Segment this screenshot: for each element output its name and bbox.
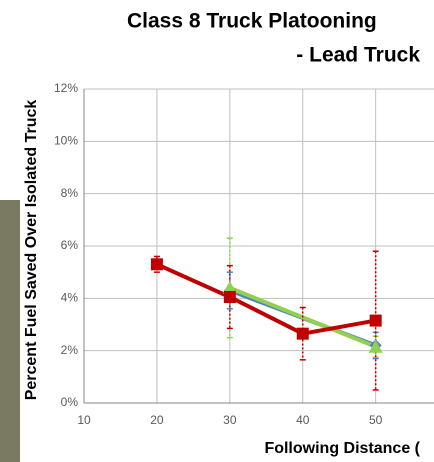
- y-tick-label: 2%: [61, 343, 79, 357]
- chart-title: Class 8 Truck Platooning: [127, 10, 377, 33]
- x-axis-label: Following Distance (: [264, 440, 420, 457]
- chart-subtitle: - Lead Truck: [296, 44, 420, 67]
- y-tick-label: 10%: [54, 134, 78, 148]
- y-tick-label: 12%: [54, 81, 78, 95]
- y-tick-label: 6%: [61, 238, 79, 252]
- marker: [223, 291, 236, 304]
- marker: [369, 314, 382, 327]
- marker: [368, 339, 383, 353]
- marker: [150, 258, 163, 271]
- x-tick-label: 40: [296, 413, 310, 427]
- x-tick-label: 50: [369, 413, 383, 427]
- x-tick-label: 10: [77, 413, 91, 427]
- marker: [296, 327, 309, 340]
- y-tick-label: 4%: [61, 291, 79, 305]
- series-line: [156, 262, 377, 336]
- y-tick-label: 8%: [61, 186, 79, 200]
- y-axis-label: Percent Fuel Saved Over Isolated Truck: [23, 100, 40, 401]
- y-tick-label: 0%: [61, 395, 79, 409]
- x-tick-label: 20: [150, 413, 164, 427]
- x-tick-label: 30: [223, 413, 237, 427]
- background-photo-strip: [0, 200, 20, 462]
- marker: [222, 280, 237, 294]
